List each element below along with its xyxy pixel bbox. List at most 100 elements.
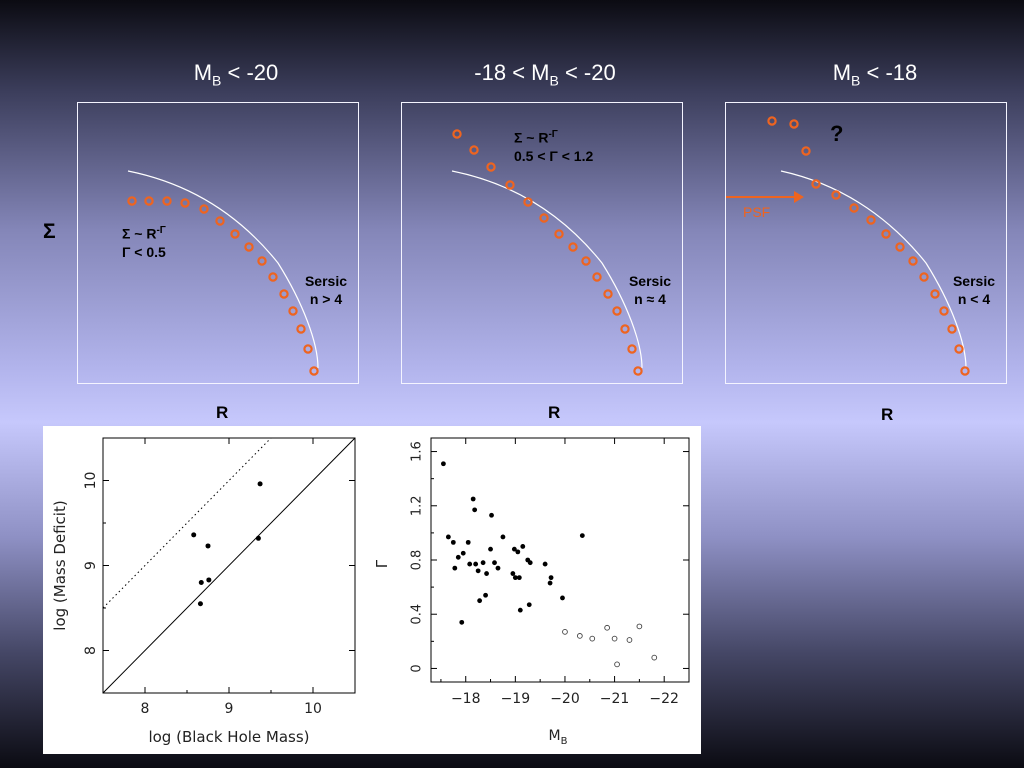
y-axis-label: Γ bbox=[373, 559, 391, 568]
profile-marker bbox=[960, 366, 970, 376]
profile-marker bbox=[288, 306, 298, 316]
data-point-filled bbox=[526, 602, 532, 608]
data-point-filled bbox=[517, 607, 523, 613]
x-axis-label: MB bbox=[549, 728, 568, 747]
profile-marker bbox=[939, 306, 949, 316]
title-middle: -18 < MB < -20 bbox=[415, 60, 675, 88]
profile-marker bbox=[279, 289, 289, 299]
profile-panel-middle bbox=[401, 102, 683, 384]
profile-left-svg bbox=[127, 170, 319, 376]
y-tick-label: 1.2 bbox=[410, 495, 425, 516]
gamma-magnitude-svg: −18 −19 −20 −21 −22 0 0.4 0.8 1.2 1.6 MB Γ bbox=[373, 437, 690, 747]
question-mark: ? bbox=[830, 121, 844, 146]
data-point bbox=[198, 580, 204, 585]
profile-marker bbox=[469, 145, 479, 155]
x-tick-label: 8 bbox=[141, 701, 150, 717]
title-left: MB < -20 bbox=[106, 60, 366, 88]
gamma-magnitude-plot: −18 −19 −20 −21 −22 0 0.4 0.8 1.2 1.6 MB Γ bbox=[367, 426, 701, 754]
one-to-one-line bbox=[102, 437, 356, 694]
profile-marker bbox=[568, 242, 578, 252]
profile-marker bbox=[230, 229, 240, 239]
profile-marker bbox=[919, 272, 929, 282]
profile-marker bbox=[789, 119, 799, 129]
data-point-filled bbox=[484, 571, 489, 576]
profile-marker bbox=[180, 198, 190, 208]
data-point-filled bbox=[483, 592, 488, 598]
x-axis-label: log (Black Hole Mass) bbox=[148, 728, 309, 746]
data-point-filled bbox=[579, 533, 585, 538]
annotation-left-power-text: Σ ~ R bbox=[122, 225, 157, 242]
profile-panel-right bbox=[725, 102, 1007, 384]
data-point-open bbox=[636, 623, 643, 630]
profile-marker bbox=[452, 129, 462, 139]
data-point-open bbox=[562, 628, 568, 635]
profile-middle-svg bbox=[451, 129, 643, 376]
data-point-filled bbox=[467, 561, 473, 567]
x-tick-label: 10 bbox=[304, 701, 322, 717]
profile-marker bbox=[831, 190, 841, 200]
profile-marker bbox=[257, 256, 267, 266]
data-point-open bbox=[589, 635, 596, 642]
data-point-open bbox=[576, 633, 583, 639]
data-point-open bbox=[604, 624, 610, 631]
title-right: MB < -18 bbox=[745, 60, 1005, 88]
y-tick-label: 0 bbox=[410, 664, 425, 672]
title-left-pre: M bbox=[193, 60, 213, 85]
profile-marker bbox=[930, 289, 940, 299]
annotation-middle-power-exp: -Γ bbox=[548, 129, 558, 140]
data-point-filled bbox=[510, 571, 516, 576]
mass-deficit-plot: 8 9 10 8 9 10 log (Black Hole Mass) log (Mass D… bbox=[43, 426, 367, 754]
title-right-post: < -18 bbox=[860, 60, 918, 85]
profile-marker bbox=[908, 256, 918, 266]
data-point-filled bbox=[450, 539, 456, 545]
annotation-left-power-exp: -Γ bbox=[156, 225, 166, 236]
psf-arrow-head bbox=[794, 191, 804, 203]
title-right-pre: M bbox=[832, 60, 852, 85]
data-point-filled bbox=[488, 546, 493, 552]
data-point-open bbox=[614, 661, 620, 668]
data-point-filled bbox=[495, 565, 501, 571]
data-point bbox=[206, 577, 212, 583]
profile-marker bbox=[554, 229, 564, 239]
y-axis-label: log (Mass Deficit) bbox=[51, 500, 69, 630]
data-point-filled bbox=[465, 539, 471, 545]
data-point-filled bbox=[455, 554, 461, 560]
annotation-middle-power: Σ ~ R-Γ 0.5 < Γ < 1.2 bbox=[514, 126, 593, 165]
data-point-filled bbox=[452, 565, 458, 571]
profile-marker bbox=[954, 344, 964, 354]
r-axis-label-right: R bbox=[881, 405, 894, 424]
data-point bbox=[255, 535, 261, 541]
data-point-filled bbox=[492, 560, 497, 566]
profile-marker bbox=[127, 196, 137, 206]
profile-marker bbox=[486, 162, 496, 172]
data-point-filled bbox=[560, 595, 565, 601]
data-point-filled bbox=[512, 575, 518, 581]
profile-right-svg bbox=[726, 116, 970, 376]
data-point-filled bbox=[500, 534, 506, 540]
annotation-left-gamma: Γ < 0.5 bbox=[122, 243, 166, 260]
data-point bbox=[257, 481, 263, 487]
data-point bbox=[191, 532, 197, 538]
data-point-filled bbox=[459, 619, 465, 625]
profile-marker bbox=[947, 324, 957, 334]
profile-marker bbox=[881, 229, 891, 239]
title-left-sub: B bbox=[212, 72, 222, 89]
annotation-right-sersic: Sersic n < 4 bbox=[944, 272, 1004, 308]
profile-marker bbox=[627, 344, 637, 354]
data-point-filled bbox=[472, 507, 478, 513]
data-point-filled bbox=[515, 549, 521, 555]
y-tick-label: 1.6 bbox=[410, 441, 425, 462]
annotation-middle-power-text: Σ ~ R bbox=[514, 129, 549, 146]
profile-marker bbox=[215, 216, 225, 226]
profile-marker bbox=[303, 344, 313, 354]
r-axis-label-middle: R bbox=[548, 403, 561, 422]
title-middle-pre: -18 < M bbox=[474, 60, 550, 85]
data-point bbox=[205, 543, 211, 549]
profile-marker bbox=[767, 116, 777, 126]
data-point-filled bbox=[445, 534, 451, 540]
annotation-middle-sersic-n: n ≈ 4 bbox=[634, 291, 666, 307]
profile-marker bbox=[592, 272, 602, 282]
profile-marker bbox=[268, 272, 278, 282]
annotation-left-power: Σ ~ R-Γ Γ < 0.5 bbox=[122, 222, 166, 261]
profile-marker bbox=[603, 289, 613, 299]
